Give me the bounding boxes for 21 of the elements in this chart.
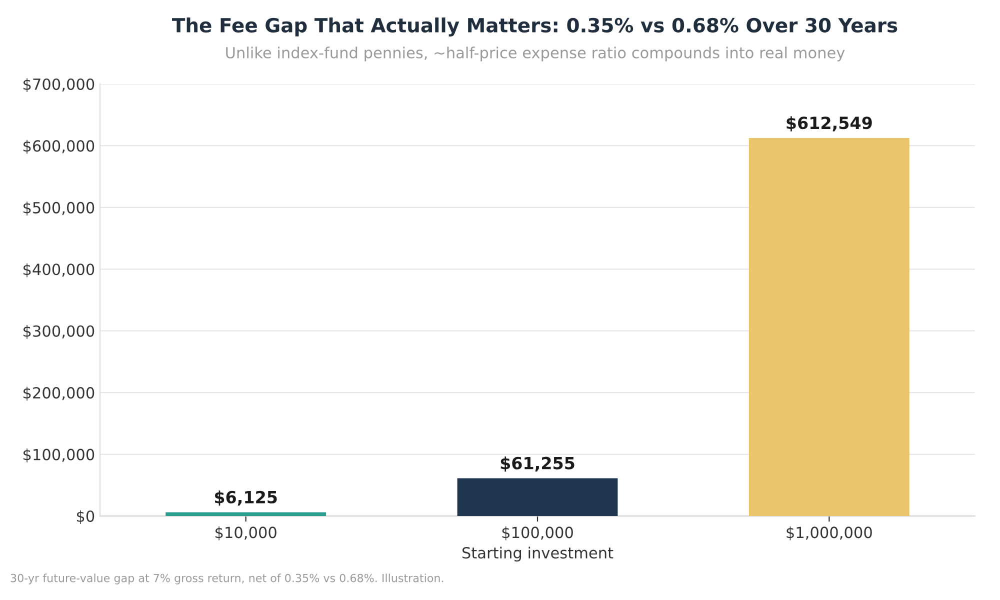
text: 30-yr future-value gap at 7% gross return, net of 0.35% vs 0.68%. Illustration.	[10, 574, 444, 584]
x-tick-label: $100,000	[502, 526, 573, 540]
x-tick-label: $1,000,000	[786, 526, 872, 540]
data-label: $6,125	[214, 490, 277, 506]
data-label: $61,255	[500, 456, 574, 472]
y-tick-label: $700,000	[24, 78, 94, 92]
data-label: $612,549	[786, 116, 872, 132]
x-axis-title: Starting investment	[462, 546, 614, 562]
bar	[457, 478, 618, 516]
y-tick-label: $600,000	[24, 140, 94, 154]
x-tick-label: $10,000	[216, 526, 276, 540]
chart-title: The Fee Gap That Actually Matters: 0.35% vs 0.68% Over 30 Years	[172, 18, 898, 36]
bar	[748, 138, 910, 516]
y-tick-label: $400,000	[24, 263, 94, 278]
bar	[166, 512, 326, 516]
y-tick-label: $200,000	[24, 386, 94, 401]
y-tick-label: $500,000	[24, 202, 94, 216]
y-tick-label: $0	[76, 510, 94, 524]
y-tick-label: $100,000	[24, 448, 94, 462]
chart-subtitle: Unlike index-fund pennies, ~half-price expense ratio compounds into real money	[226, 46, 845, 62]
y-tick-label: $300,000	[24, 325, 94, 339]
